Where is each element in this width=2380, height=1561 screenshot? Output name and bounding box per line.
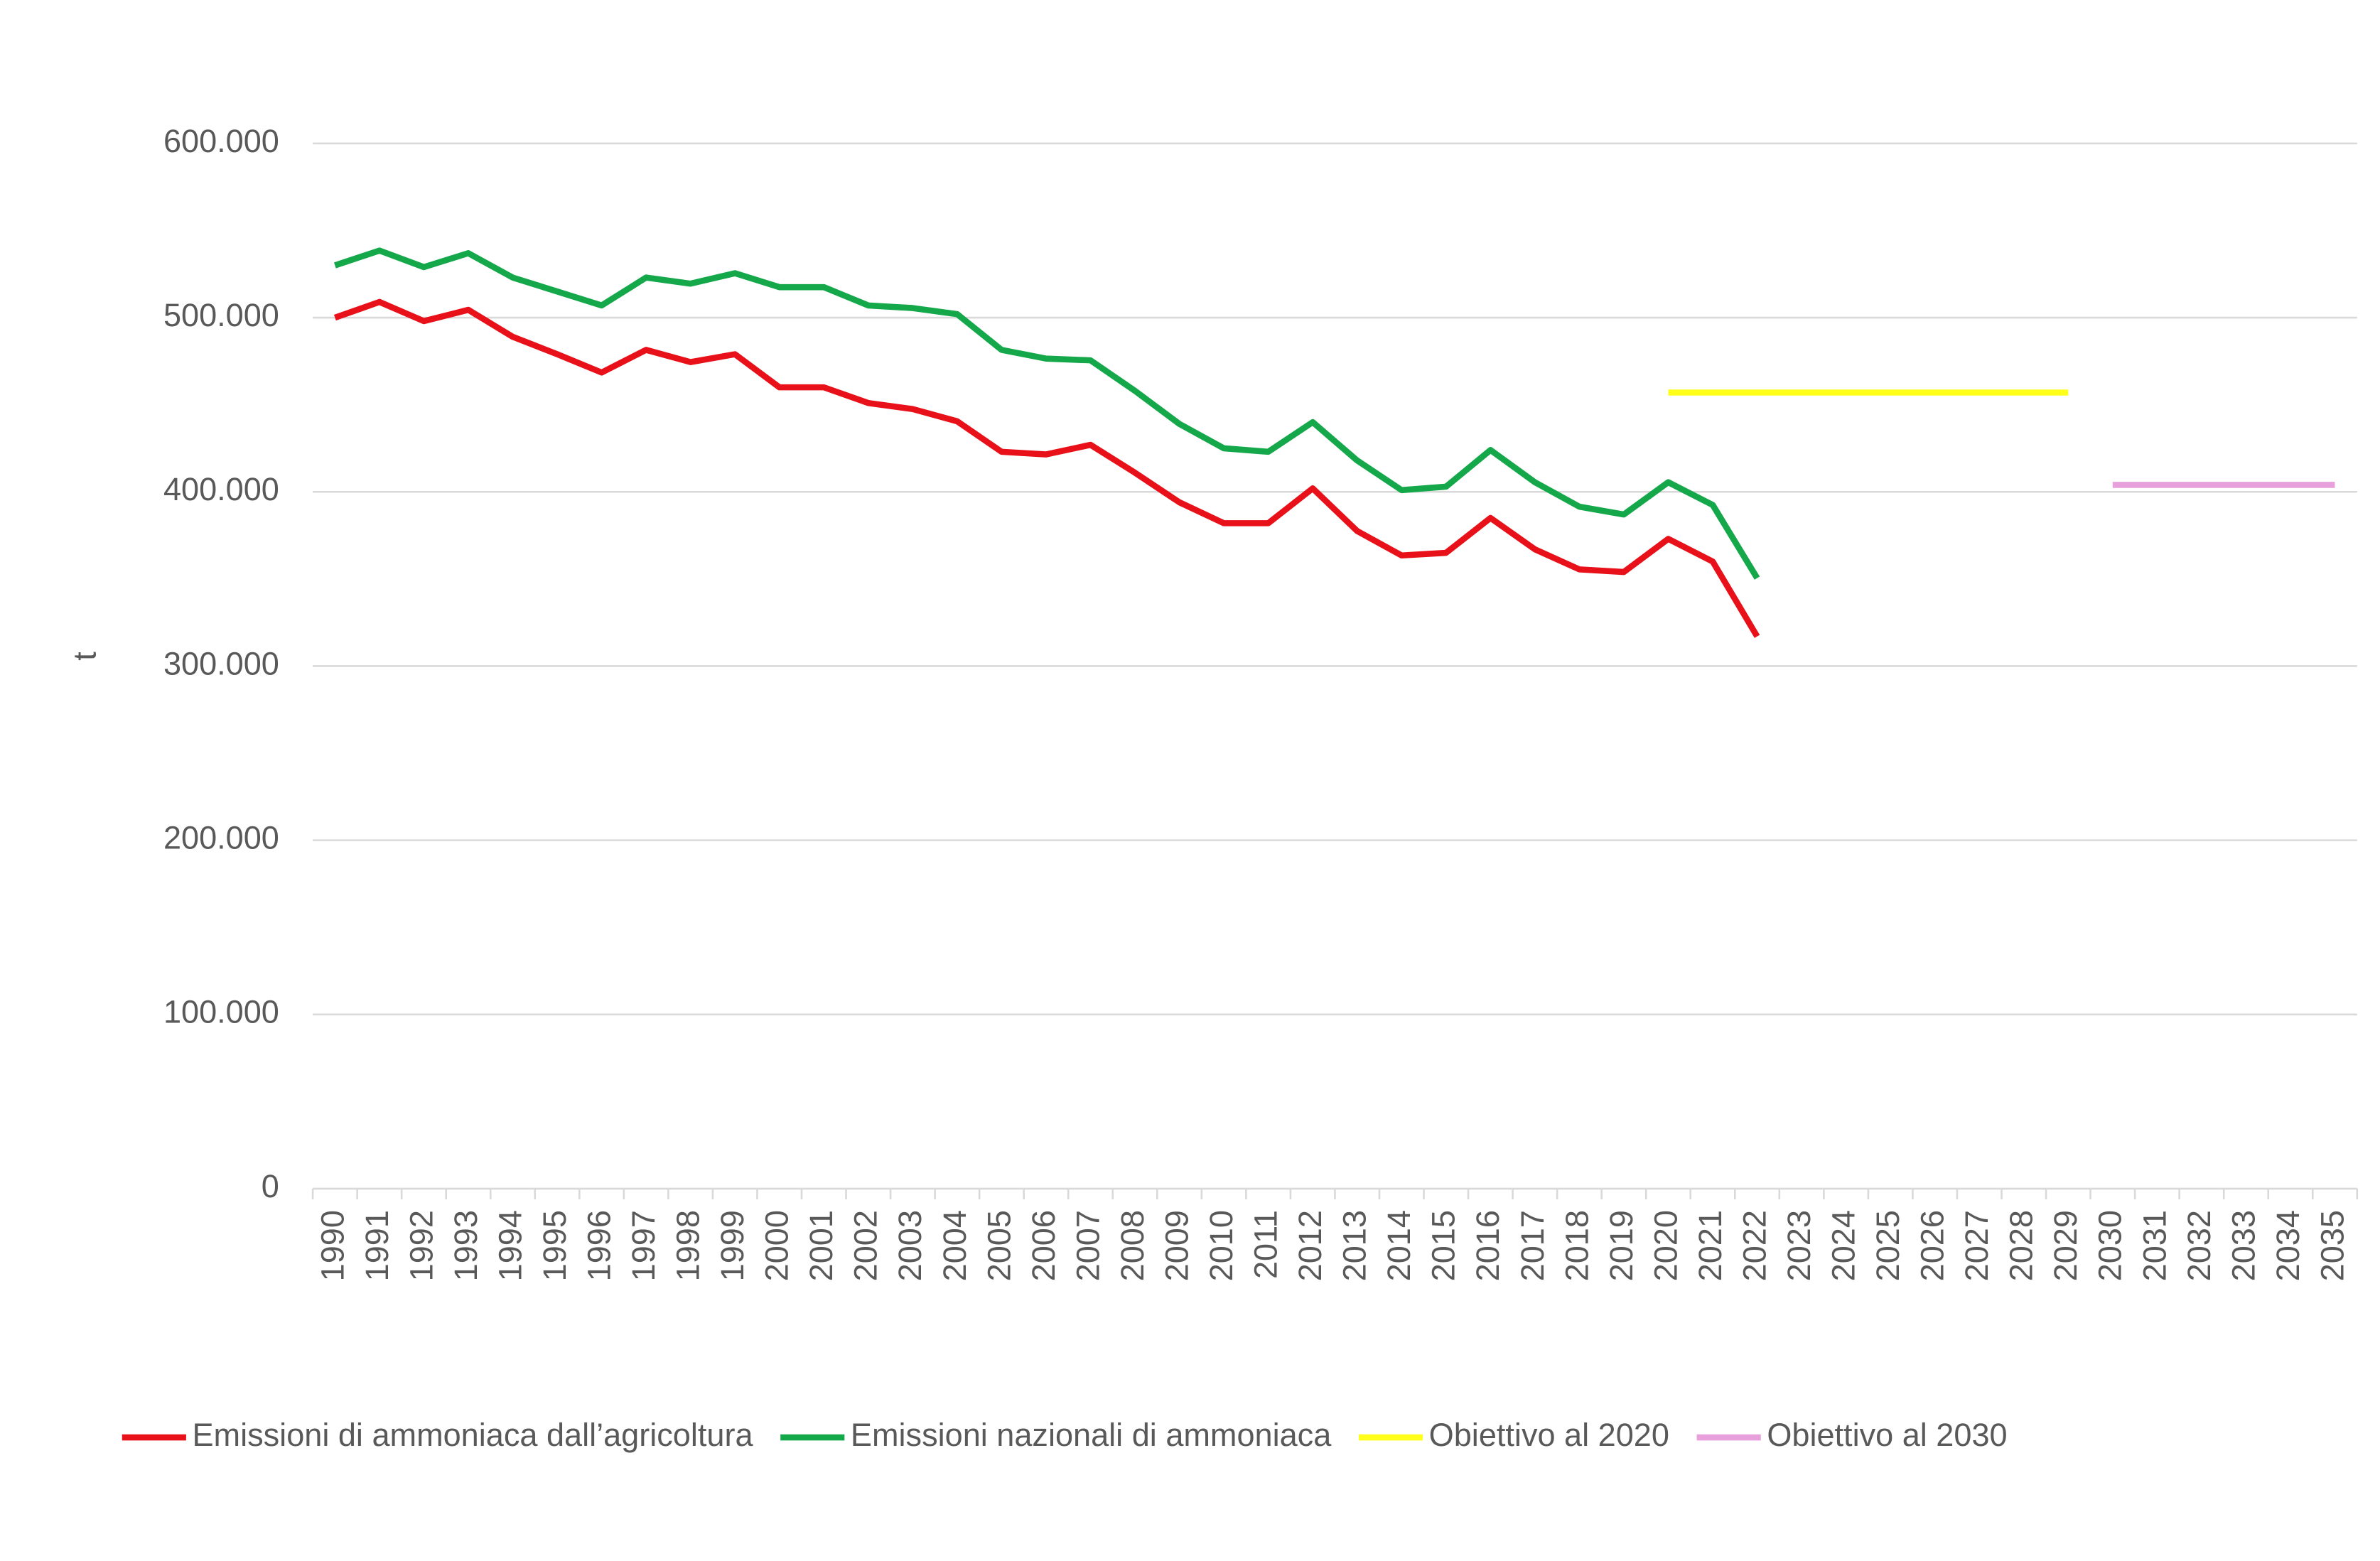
x-tick-label: 1994 <box>492 1210 528 1281</box>
x-tick-label: 1991 <box>359 1210 395 1281</box>
y-tick-label: 400.000 <box>163 471 279 507</box>
x-tick-label: 2024 <box>1826 1210 1862 1281</box>
y-tick-label: 300.000 <box>163 645 279 681</box>
y-tick-label: 600.000 <box>163 123 279 159</box>
y-tick-label: 500.000 <box>163 297 279 333</box>
x-tick-label: 2004 <box>937 1210 973 1281</box>
x-tick-label: 2028 <box>2003 1210 2040 1281</box>
x-tick-label: 2009 <box>1158 1210 1195 1281</box>
x-tick-label: 2017 <box>1514 1210 1551 1281</box>
x-tick-label: 2014 <box>1381 1210 1417 1281</box>
x-tick-label: 2025 <box>1870 1210 1906 1281</box>
x-tick-label: 2022 <box>1736 1210 1772 1281</box>
x-tick-label: 1996 <box>581 1210 617 1281</box>
y-tick-label: 0 <box>262 1168 279 1204</box>
legend-label: Obiettivo al 2020 <box>1429 1417 1669 1453</box>
x-tick-label: 2030 <box>2092 1210 2128 1281</box>
x-tick-label: 1993 <box>448 1210 484 1281</box>
x-tick-label: 2013 <box>1337 1210 1373 1281</box>
y-tick-label: 200.000 <box>163 820 279 856</box>
x-tick-label: 2034 <box>2270 1210 2306 1281</box>
x-tick-label: 1997 <box>625 1210 662 1281</box>
x-tick-label: 2020 <box>1647 1210 1684 1281</box>
x-tick-label: 2029 <box>2047 1210 2084 1281</box>
x-tick-label: 1992 <box>403 1210 439 1281</box>
x-tick-label: 2011 <box>1248 1210 1284 1279</box>
x-tick-label: 2031 <box>2136 1210 2172 1281</box>
x-tick-label: 2001 <box>803 1210 839 1281</box>
x-tick-label: 1990 <box>314 1210 350 1281</box>
x-tick-label: 2033 <box>2225 1210 2261 1281</box>
x-tick-label: 2003 <box>892 1210 928 1281</box>
x-tick-label: 2010 <box>1203 1210 1239 1281</box>
legend-label: Emissioni nazionali di ammoniaca <box>851 1417 1332 1453</box>
x-tick-label: 2000 <box>759 1210 795 1281</box>
x-tick-label: 2005 <box>981 1210 1017 1281</box>
x-tick-label: 2021 <box>1692 1210 1728 1281</box>
x-tick-label: 2019 <box>1603 1210 1639 1281</box>
x-tick-label: 1995 <box>537 1210 573 1281</box>
x-tick-label: 2026 <box>1915 1210 1951 1281</box>
x-tick-label: 2018 <box>1558 1210 1595 1281</box>
x-tick-label: 2035 <box>2314 1210 2350 1281</box>
x-tick-label: 2008 <box>1114 1210 1151 1281</box>
x-tick-label: 2032 <box>2181 1210 2217 1281</box>
x-tick-label: 2015 <box>1426 1210 1462 1281</box>
series-line <box>334 247 1760 580</box>
x-tick-label: 2006 <box>1025 1210 1062 1281</box>
x-tick-label: 2002 <box>848 1210 884 1281</box>
x-tick-label: 2007 <box>1070 1210 1106 1281</box>
series-line <box>333 298 1760 638</box>
x-tick-label: 2012 <box>1292 1210 1328 1281</box>
x-tick-label: 2023 <box>1781 1210 1817 1281</box>
x-tick-label: 2016 <box>1470 1210 1506 1281</box>
x-tick-label: 1998 <box>670 1210 706 1281</box>
x-tick-label: 2027 <box>1959 1210 1995 1281</box>
y-axis-title: t <box>66 652 102 661</box>
y-tick-label: 100.000 <box>163 994 279 1030</box>
legend-label: Obiettivo al 2030 <box>1767 1417 2007 1453</box>
legend-label: Emissioni di ammoniaca dall’agricoltura <box>192 1417 753 1453</box>
x-tick-label: 1999 <box>714 1210 750 1281</box>
